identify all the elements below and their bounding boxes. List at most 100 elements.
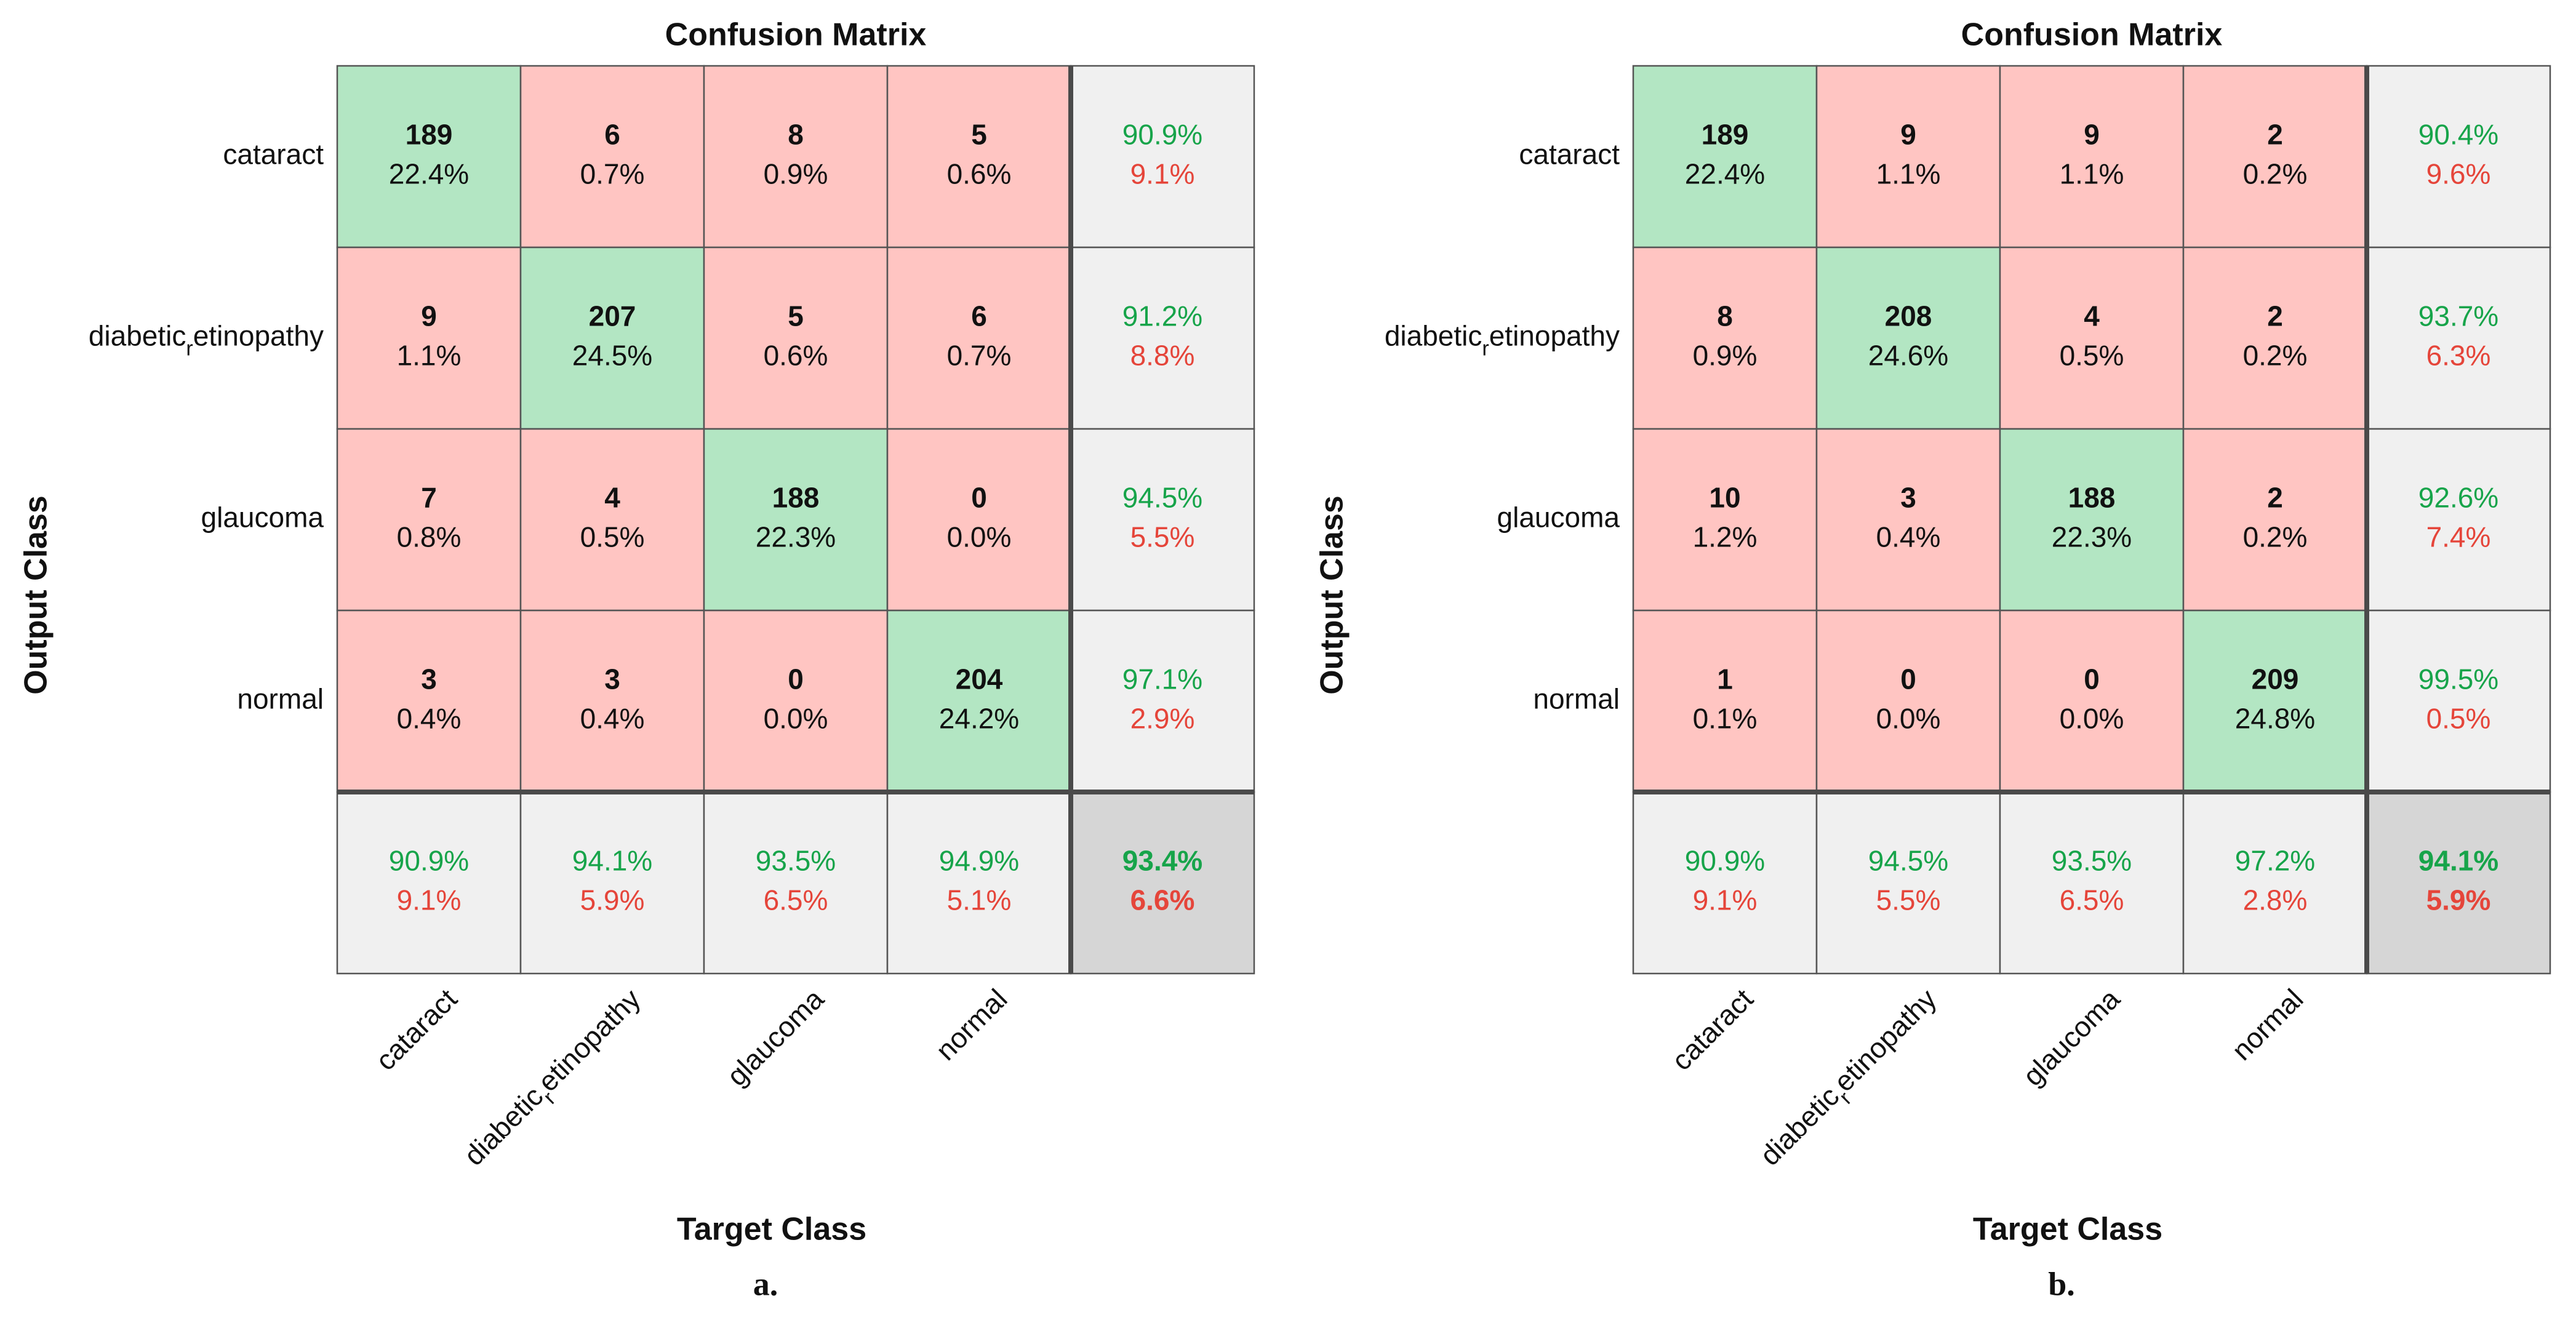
column-class-label: cataract xyxy=(369,983,463,1077)
column-recall: 90.9% xyxy=(1685,845,1765,877)
matrix-cell-r2-c4 xyxy=(2366,428,2551,612)
x-axis-label: Target Class xyxy=(1973,1212,2162,1247)
matrix-cell-r1-c1 xyxy=(1815,246,2001,430)
column-class-label-main: cataract xyxy=(1665,983,1759,1077)
cell-percent: 22.3% xyxy=(2052,521,2132,553)
column-class-label-main: diabetic xyxy=(458,1080,550,1172)
matrix-cell-r0-c2 xyxy=(1999,65,2185,249)
column-error-rate: 5.9% xyxy=(580,884,645,916)
cell-percent: 0.0% xyxy=(1876,703,1941,735)
row-class-label: diabeticretinopathy xyxy=(1385,320,1620,361)
column-error-rate: 9.1% xyxy=(1693,884,1758,916)
cell-percent: 0.9% xyxy=(1693,340,1758,372)
matrix-cell-r1-c2 xyxy=(703,246,889,430)
matrix-cell-r2-c3 xyxy=(2182,428,2368,612)
matrix-cell-r2-c1 xyxy=(519,428,705,612)
row-precision: 94.5% xyxy=(1122,482,1202,514)
column-recall: 94.9% xyxy=(939,845,1019,877)
row-error-rate: 5.5% xyxy=(1130,521,1195,553)
cell-count: 208 xyxy=(1885,300,1932,332)
column-class-label: diabeticretinopathy xyxy=(458,983,653,1178)
column-error-rate: 9.1% xyxy=(397,884,462,916)
matrix-cell-r3-c2 xyxy=(1999,609,2185,793)
matrix-cell-r0-c0 xyxy=(1632,65,1818,249)
column-recall: 93.5% xyxy=(756,845,836,877)
cell-percent: 0.1% xyxy=(1693,703,1758,735)
matrix-cell-r3-c3 xyxy=(886,609,1072,793)
matrix-cell-r3-c4 xyxy=(1070,609,1255,793)
row-class-label: diabeticretinopathy xyxy=(89,320,324,361)
cell-percent: 0.7% xyxy=(580,158,645,190)
cell-count: 4 xyxy=(2084,300,2100,332)
column-error-rate: 6.5% xyxy=(764,884,828,916)
matrix-cell-r4-c2 xyxy=(1999,791,2185,975)
matrix-cell-r2-c4 xyxy=(1070,428,1255,612)
cell-count: 1 xyxy=(1717,663,1733,695)
matrix-cell-r0-c4 xyxy=(2366,65,2551,249)
column-recall: 93.5% xyxy=(2052,845,2132,877)
matrix-cell-r1-c2 xyxy=(1999,246,2185,430)
row-class-label-main: normal xyxy=(1533,683,1620,715)
column-error-rate: 2.8% xyxy=(2243,884,2308,916)
panel-caption: a. xyxy=(753,1265,778,1302)
cell-count: 0 xyxy=(971,482,987,514)
matrix-cell-r1-c0 xyxy=(1632,246,1818,430)
matrix-cell-r2-c2 xyxy=(1999,428,2185,612)
column-class-label-rest: etinopathy xyxy=(532,983,647,1098)
column-class-label: glaucoma xyxy=(2017,983,2126,1092)
matrix-cell-r1-c4 xyxy=(2366,246,2551,430)
cell-count: 9 xyxy=(421,300,437,332)
row-error-rate: 9.6% xyxy=(2426,158,2491,190)
cell-count: 3 xyxy=(421,663,437,695)
row-precision: 99.5% xyxy=(2418,663,2498,695)
confusion-matrix-panel-a: Confusion Matrix 189 22.4% 6 0.7% 8 0.9% 5 0.6% 9… xyxy=(18,17,1255,1302)
matrix-cell-r0-c2 xyxy=(703,65,889,249)
matrix-cell-r4-c0 xyxy=(1632,791,1818,975)
cell-count: 188 xyxy=(772,482,820,514)
cell-percent: 0.0% xyxy=(2060,703,2124,735)
row-class-label: normal xyxy=(1533,683,1620,715)
cell-percent: 0.0% xyxy=(947,521,1012,553)
cell-percent: 22.4% xyxy=(389,158,469,190)
panel-caption: b. xyxy=(2048,1265,2075,1302)
matrix-cell-r3-c3 xyxy=(2182,609,2368,793)
column-class-label: diabeticretinopathy xyxy=(1754,983,1949,1178)
cell-count: 209 xyxy=(2252,663,2299,695)
column-error-rate: 5.5% xyxy=(1876,884,1941,916)
cell-percent: 1.1% xyxy=(1876,158,1941,190)
cell-count: 8 xyxy=(1717,300,1733,332)
row-precision: 93.7% xyxy=(2418,300,2498,332)
overall-accuracy: 93.4% xyxy=(1122,845,1202,877)
cell-count: 10 xyxy=(1709,482,1740,514)
row-class-label-rest: etinopathy xyxy=(1489,320,1620,352)
row-error-rate: 8.8% xyxy=(1130,340,1195,372)
row-class-label-subscript: r xyxy=(186,337,193,360)
y-axis-label: Output Class xyxy=(18,495,54,695)
matrix-cell-r0-c3 xyxy=(886,65,1072,249)
row-class-label-subscript: r xyxy=(1482,337,1489,360)
cell-count: 6 xyxy=(971,300,987,332)
column-recall: 94.5% xyxy=(1868,845,1948,877)
cell-count: 4 xyxy=(604,482,620,514)
matrix-cell-r2-c0 xyxy=(336,428,522,612)
cell-percent: 22.3% xyxy=(756,521,836,553)
cell-percent: 0.2% xyxy=(2243,340,2308,372)
matrix-cell-r2-c0 xyxy=(1632,428,1818,612)
cell-percent: 0.6% xyxy=(764,340,828,372)
cell-count: 9 xyxy=(1900,119,1916,151)
row-precision: 97.1% xyxy=(1122,663,1202,695)
cell-percent: 0.4% xyxy=(580,703,645,735)
cell-percent: 0.2% xyxy=(2243,158,2308,190)
row-class-label-main: glaucoma xyxy=(201,502,324,534)
cell-count: 204 xyxy=(956,663,1003,695)
column-class-label: glaucoma xyxy=(721,983,830,1092)
column-error-rate: 5.1% xyxy=(947,884,1012,916)
cell-percent: 0.5% xyxy=(2060,340,2124,372)
matrix-cell-r4-c1 xyxy=(1815,791,2001,975)
cell-count: 2 xyxy=(2267,119,2283,151)
cell-percent: 24.6% xyxy=(1868,340,1948,372)
chart-title: Confusion Matrix xyxy=(1961,17,2223,53)
cell-count: 5 xyxy=(788,300,804,332)
cell-count: 189 xyxy=(406,119,453,151)
row-error-rate: 6.3% xyxy=(2426,340,2491,372)
